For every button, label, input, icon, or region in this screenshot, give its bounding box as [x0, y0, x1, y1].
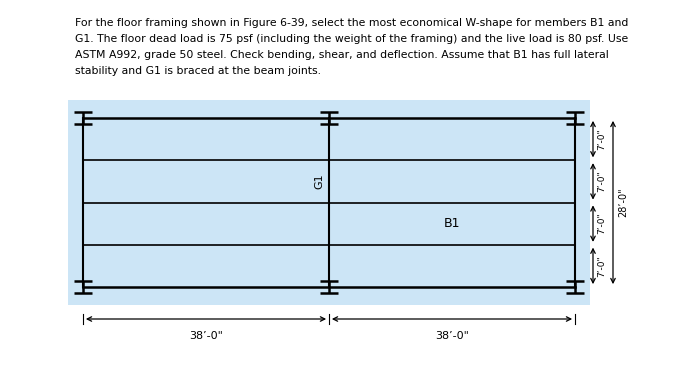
Text: 7’-0": 7’-0"	[597, 128, 606, 150]
Text: 7’-0": 7’-0"	[597, 255, 606, 277]
Text: 38’-0": 38’-0"	[189, 331, 223, 341]
Text: ASTM A992, grade 50 steel. Check bending, shear, and deflection. Assume that B1 : ASTM A992, grade 50 steel. Check bending…	[75, 50, 609, 60]
Text: 28’-0": 28’-0"	[618, 188, 628, 217]
Text: 7’-0": 7’-0"	[597, 171, 606, 192]
Text: stability and G1 is braced at the beam joints.: stability and G1 is braced at the beam j…	[75, 66, 321, 76]
Text: G1. The floor dead load is 75 psf (including the weight of the framing) and the : G1. The floor dead load is 75 psf (inclu…	[75, 34, 629, 44]
Text: 38’-0": 38’-0"	[435, 331, 469, 341]
Text: G1: G1	[314, 174, 324, 189]
Text: B1: B1	[444, 217, 461, 230]
Text: For the floor framing shown in Figure 6-39, select the most economical W-shape f: For the floor framing shown in Figure 6-…	[75, 18, 629, 28]
Bar	[68, 100, 590, 305]
Text: 7’-0": 7’-0"	[597, 213, 606, 234]
